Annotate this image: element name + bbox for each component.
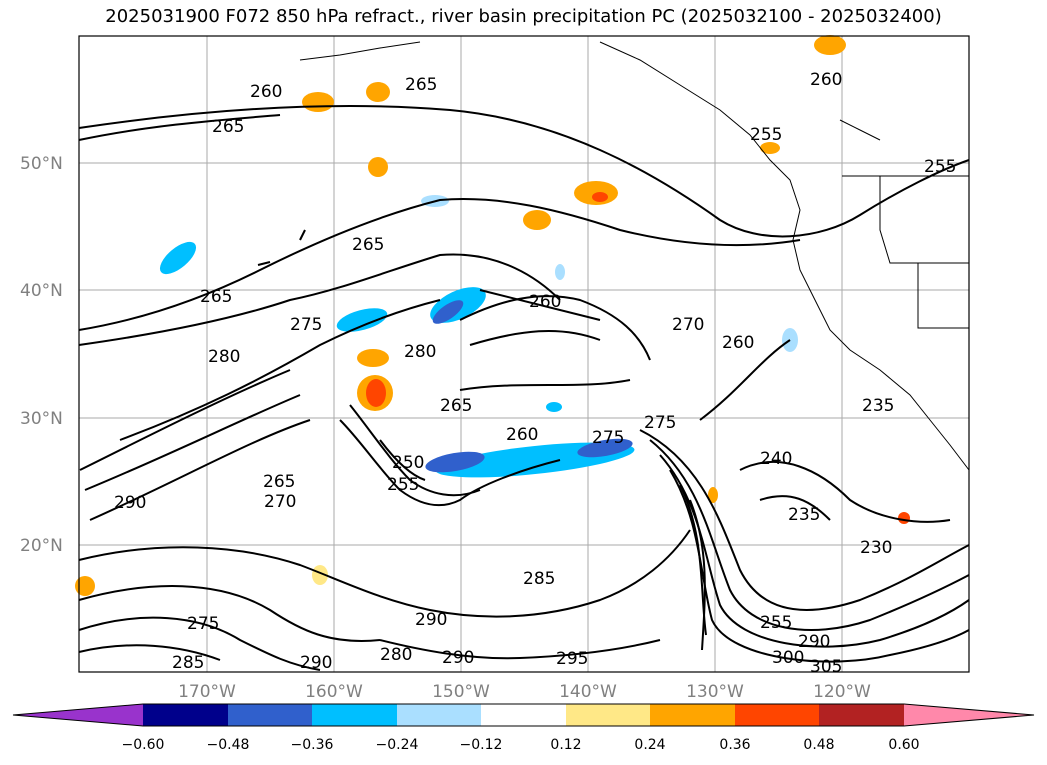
contour-label: 290 <box>442 648 474 668</box>
refractivity-contours <box>78 105 970 671</box>
colorbar-tick: 0.24 <box>634 737 665 753</box>
colorbar-bin <box>312 704 397 726</box>
contour-label: 255 <box>924 157 956 177</box>
contour-label: 285 <box>523 569 555 589</box>
colorbar-tick: −0.60 <box>122 737 165 753</box>
contour-label: 275 <box>187 614 219 634</box>
contour-label: 265 <box>440 396 472 416</box>
contour-label: 265 <box>352 235 384 255</box>
contour-label: 305 <box>810 657 842 677</box>
contour-label: 235 <box>788 505 820 525</box>
contour-labels: 260 265 265 265 265 270 275 280 280 275 … <box>114 70 956 677</box>
colorbar-bin <box>481 704 566 726</box>
map-title: 2025031900 F072 850 hPa refract., river … <box>105 6 942 27</box>
colorbar-bin <box>650 704 735 726</box>
contour-label: 285 <box>172 653 204 673</box>
colorbar-tick: 0.60 <box>888 737 919 753</box>
colorbar: −0.60 −0.48 −0.36 −0.24 −0.12 0.12 0.24 … <box>12 703 1035 753</box>
lon-label: 130°W <box>686 682 744 702</box>
colorbar-ticks: −0.60 −0.48 −0.36 −0.24 −0.12 0.12 0.24 … <box>122 737 920 753</box>
contour-label: 290 <box>114 493 146 513</box>
contour-label: 255 <box>750 125 782 145</box>
colorbar-bin <box>397 704 481 726</box>
contour-label: 275 <box>290 315 322 335</box>
colorbar-bin <box>566 704 650 726</box>
contour-label: 230 <box>860 538 892 558</box>
contour-label: 275 <box>644 413 676 433</box>
contour-label: 255 <box>387 475 419 495</box>
contour-label: 265 <box>200 287 232 307</box>
latitude-labels: 50°N 40°N 30°N 20°N <box>20 154 63 556</box>
contour-label: 270 <box>264 492 296 512</box>
colorbar-extend-low <box>13 704 143 726</box>
colorbar-bin <box>735 704 819 726</box>
contour-label: 255 <box>760 613 792 633</box>
contour-label: 290 <box>415 610 447 630</box>
lon-label: 140°W <box>559 682 617 702</box>
contour-label: 260 <box>722 333 754 353</box>
contour-label: 290 <box>798 632 830 652</box>
colorbar-bin <box>228 704 312 726</box>
contour-label: 265 <box>212 117 244 137</box>
colorbar-tick: −0.36 <box>291 737 334 753</box>
contour-label: 290 <box>300 653 332 673</box>
colorbar-tick: 0.36 <box>719 737 750 753</box>
colorbar-tick: −0.24 <box>376 737 419 753</box>
contour-label: 275 <box>592 428 624 448</box>
contour-label: 260 <box>250 82 282 102</box>
gridlines <box>79 36 969 672</box>
colorbar-extend-high <box>904 704 1034 726</box>
lat-label: 20°N <box>20 536 63 556</box>
contour-label: 260 <box>810 70 842 90</box>
plot-area: 260 265 265 265 265 270 275 280 280 275 … <box>75 35 970 677</box>
colorbar-tick: −0.48 <box>207 737 250 753</box>
lat-label: 30°N <box>20 409 63 429</box>
contour-label: 280 <box>380 645 412 665</box>
colorbar-bin <box>819 704 904 726</box>
contour-label: 295 <box>556 649 588 669</box>
colorbar-tick: 0.12 <box>550 737 581 753</box>
lon-label: 120°W <box>813 682 871 702</box>
colorbar-bin <box>143 704 228 726</box>
lon-label: 150°W <box>432 682 490 702</box>
lat-label: 40°N <box>20 281 63 301</box>
contour-label: 240 <box>760 449 792 469</box>
colorbar-tick: 0.48 <box>803 737 834 753</box>
contour-label: 270 <box>672 315 704 335</box>
lat-label: 50°N <box>20 154 63 174</box>
lon-label: 170°W <box>178 682 236 702</box>
lon-label: 160°W <box>305 682 363 702</box>
colorbar-tick: −0.12 <box>460 737 503 753</box>
contour-label: 265 <box>405 75 437 95</box>
contour-label: 260 <box>506 425 538 445</box>
contour-label: 300 <box>772 648 804 668</box>
contour-label: 280 <box>404 342 436 362</box>
contour-label: 235 <box>862 396 894 416</box>
longitude-labels: 170°W 160°W 150°W 140°W 130°W 120°W <box>178 682 871 702</box>
contour-label: 280 <box>208 347 240 367</box>
contour-label: 250 <box>392 453 424 473</box>
plot-frame <box>78 35 970 673</box>
contour-label: 260 <box>529 292 561 312</box>
contour-label: 265 <box>263 472 295 492</box>
precip-shading <box>75 35 910 596</box>
